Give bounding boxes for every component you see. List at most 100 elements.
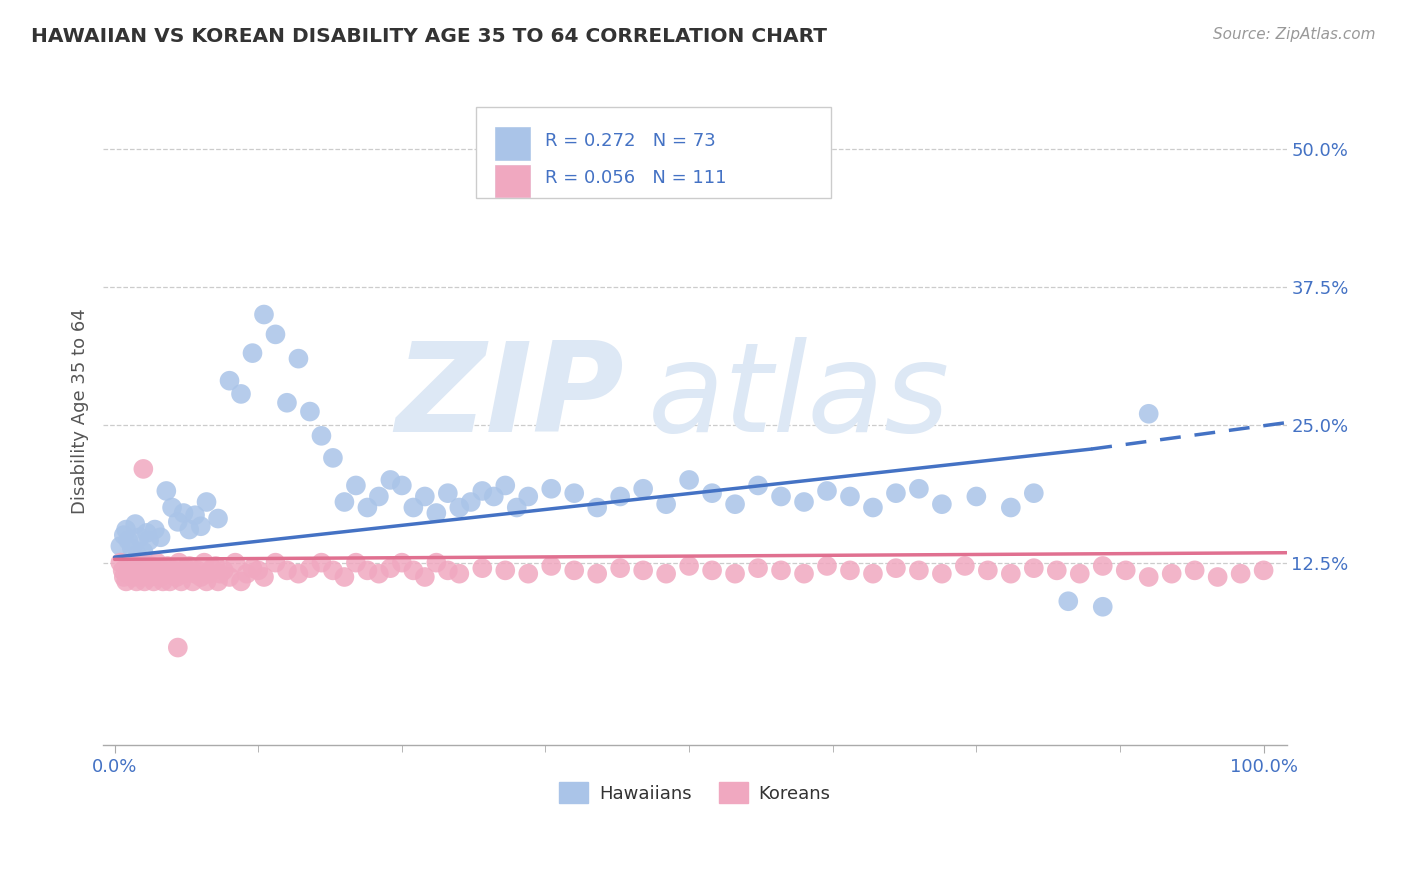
Point (143, 566, 166, 581)
Point (884, 561, 907, 575)
Point (884, 486, 907, 500)
Point (195, 574, 218, 589)
Point (139, 570, 162, 584)
Point (460, 495, 482, 509)
Point (311, 429, 333, 443)
Point (112, 528, 135, 542)
Point (793, 566, 815, 581)
Point (1253, 563, 1275, 577)
Point (402, 563, 425, 577)
Point (1046, 563, 1069, 577)
Point (333, 570, 356, 584)
Point (117, 533, 139, 548)
Point (839, 490, 862, 504)
Point (167, 556, 190, 570)
Point (111, 563, 134, 577)
Point (908, 563, 931, 577)
Point (1160, 566, 1182, 581)
Point (953, 558, 976, 573)
Point (160, 566, 183, 581)
Point (586, 500, 609, 515)
Point (506, 500, 529, 515)
Point (380, 561, 402, 575)
Point (862, 500, 884, 515)
Point (190, 570, 212, 584)
Point (190, 519, 212, 533)
Point (494, 563, 516, 577)
Point (138, 563, 160, 577)
Point (224, 556, 246, 570)
Point (173, 566, 195, 581)
Text: R = 0.272   N = 73: R = 0.272 N = 73 (544, 132, 716, 150)
Point (1022, 486, 1045, 500)
Text: Source: ZipAtlas.com: Source: ZipAtlas.com (1212, 27, 1375, 42)
Point (965, 490, 987, 504)
Bar (495, 128, 530, 160)
Point (127, 548, 149, 562)
Point (163, 563, 186, 577)
Point (149, 570, 172, 584)
Point (235, 566, 257, 581)
Point (322, 450, 344, 465)
Point (862, 566, 884, 581)
Point (1091, 599, 1114, 614)
Point (724, 497, 747, 511)
Point (367, 566, 389, 581)
Point (344, 478, 367, 492)
Point (121, 541, 143, 556)
Y-axis label: Disability Age 35 to 64: Disability Age 35 to 64 (72, 308, 89, 514)
Point (121, 563, 143, 577)
Point (1206, 570, 1229, 584)
Point (298, 561, 321, 575)
Point (204, 558, 226, 573)
Point (609, 490, 631, 504)
Point (170, 574, 193, 589)
Point (179, 558, 201, 573)
Bar (495, 165, 530, 197)
Point (142, 574, 165, 589)
Point (242, 561, 264, 575)
Point (148, 563, 170, 577)
Point (655, 566, 678, 581)
Text: R = 0.056   N = 111: R = 0.056 N = 111 (544, 169, 725, 186)
Point (179, 523, 201, 537)
Point (118, 561, 141, 575)
Point (174, 561, 197, 575)
Point (356, 563, 378, 577)
Point (367, 490, 389, 504)
Point (391, 556, 413, 570)
Point (135, 525, 157, 540)
Point (449, 500, 471, 515)
Point (471, 561, 494, 575)
Point (517, 490, 540, 504)
Point (609, 561, 631, 575)
FancyBboxPatch shape (475, 107, 831, 197)
Point (356, 500, 378, 515)
Point (1000, 566, 1022, 581)
Point (218, 374, 240, 388)
Text: HAWAIIAN VS KOREAN DISABILITY AGE 35 TO 64 CORRELATION CHART: HAWAIIAN VS KOREAN DISABILITY AGE 35 TO … (31, 27, 827, 45)
Point (562, 563, 585, 577)
Point (1115, 563, 1137, 577)
Point (115, 574, 138, 589)
Point (110, 539, 132, 553)
Point (141, 558, 163, 573)
Point (413, 570, 436, 584)
Point (132, 556, 155, 570)
Point (127, 566, 149, 581)
Point (193, 556, 215, 570)
Point (128, 530, 150, 544)
Point (700, 563, 723, 577)
Point (124, 517, 146, 532)
Point (110, 556, 132, 570)
Point (1022, 561, 1045, 575)
Point (212, 563, 235, 577)
Point (155, 561, 177, 575)
Point (135, 566, 157, 581)
Point (1137, 570, 1160, 584)
Point (276, 396, 298, 410)
Point (152, 574, 174, 589)
Point (146, 556, 169, 570)
Point (908, 482, 931, 496)
Point (201, 561, 224, 575)
